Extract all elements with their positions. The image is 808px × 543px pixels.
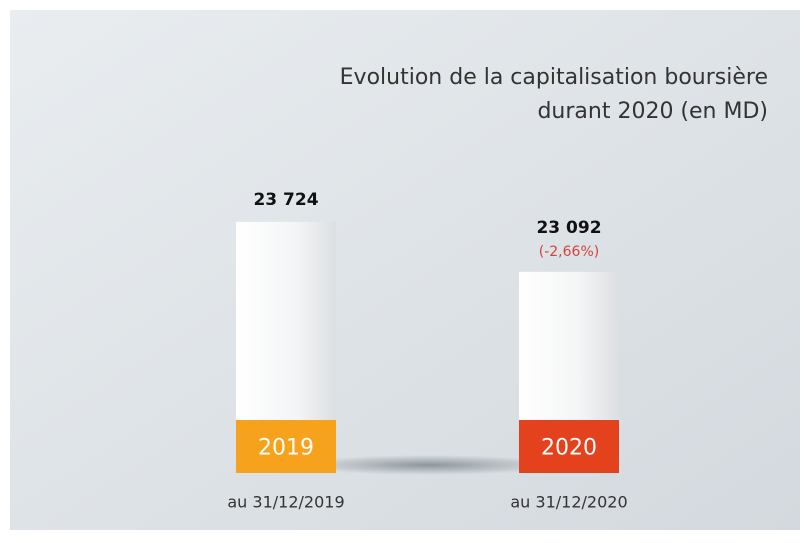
bar-base [519, 420, 619, 473]
value-label: 23 724 [253, 190, 318, 210]
chart-title: durant 2020 (en MD) [537, 99, 768, 124]
background [10, 10, 800, 530]
shadow [298, 455, 558, 475]
chart-title: Evolution de la capitalisation boursière [340, 65, 768, 90]
bar-base [236, 420, 336, 473]
base-label: 2020 [541, 436, 597, 461]
x-tick-label: au 31/12/2020 [510, 493, 627, 512]
annotation: (-2,66%) [539, 244, 599, 260]
base-label: 2019 [258, 436, 314, 461]
value-label: 23 092 [536, 218, 601, 238]
x-tick-label: au 31/12/2019 [227, 493, 344, 512]
